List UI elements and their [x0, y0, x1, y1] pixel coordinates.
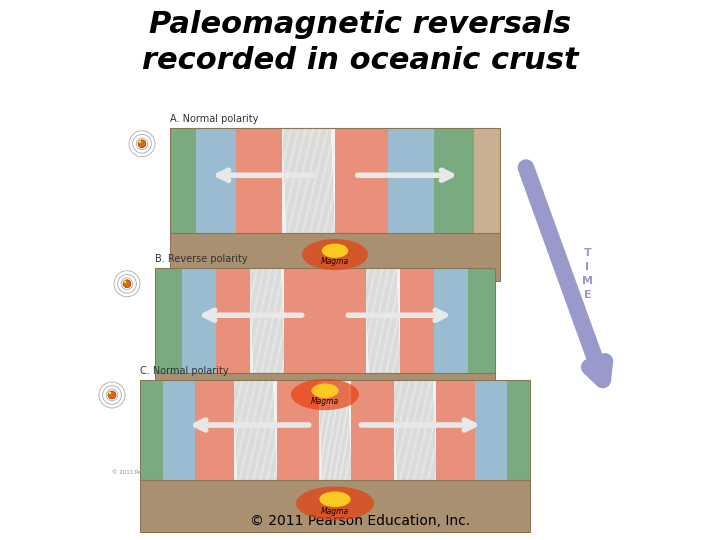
Ellipse shape — [320, 491, 351, 507]
Polygon shape — [140, 380, 530, 480]
Polygon shape — [282, 128, 335, 233]
Polygon shape — [233, 380, 276, 480]
Text: C. Normal polarity: C. Normal polarity — [140, 366, 229, 376]
Circle shape — [121, 278, 132, 289]
Ellipse shape — [296, 487, 374, 521]
Polygon shape — [474, 128, 500, 233]
Polygon shape — [182, 268, 216, 373]
Circle shape — [136, 138, 148, 150]
Circle shape — [109, 392, 112, 394]
Polygon shape — [170, 128, 500, 233]
Text: I: I — [585, 261, 590, 272]
Polygon shape — [251, 268, 284, 373]
Polygon shape — [140, 380, 163, 480]
Polygon shape — [155, 268, 495, 373]
Polygon shape — [163, 380, 194, 480]
Ellipse shape — [302, 239, 368, 270]
Polygon shape — [436, 380, 475, 480]
Polygon shape — [216, 268, 251, 373]
Circle shape — [117, 274, 136, 293]
Text: © 2011 Pearson Education  Inc.: © 2011 Pearson Education Inc. — [112, 470, 199, 475]
Ellipse shape — [322, 244, 348, 258]
Text: E: E — [584, 289, 591, 300]
Text: M: M — [582, 275, 593, 286]
Polygon shape — [468, 268, 495, 373]
Text: Magma: Magma — [321, 507, 349, 516]
Polygon shape — [475, 380, 507, 480]
Text: T: T — [584, 247, 591, 258]
Polygon shape — [394, 380, 436, 480]
Text: Paleomagnetic reversals
recorded in oceanic crust: Paleomagnetic reversals recorded in ocea… — [142, 10, 578, 75]
Circle shape — [99, 382, 125, 408]
Circle shape — [138, 140, 146, 147]
Polygon shape — [170, 233, 500, 281]
Ellipse shape — [291, 379, 359, 410]
Text: © 2011 Pearson Education, Inc.: © 2011 Pearson Education, Inc. — [250, 514, 470, 528]
Circle shape — [139, 140, 141, 143]
Text: A. Normal polarity: A. Normal polarity — [170, 114, 258, 124]
Text: Magma: Magma — [321, 257, 349, 266]
Circle shape — [103, 386, 122, 404]
Polygon shape — [284, 268, 366, 373]
Polygon shape — [400, 268, 433, 373]
Circle shape — [107, 389, 118, 401]
Polygon shape — [155, 373, 495, 421]
Polygon shape — [194, 380, 233, 480]
Ellipse shape — [311, 383, 338, 398]
Polygon shape — [320, 380, 351, 480]
Circle shape — [108, 391, 116, 399]
Polygon shape — [433, 268, 468, 373]
Polygon shape — [140, 480, 530, 532]
Circle shape — [123, 280, 131, 288]
Polygon shape — [434, 128, 474, 233]
Circle shape — [129, 131, 155, 157]
Polygon shape — [366, 268, 400, 373]
Polygon shape — [276, 380, 320, 480]
Text: Magma: Magma — [311, 397, 339, 406]
Circle shape — [132, 134, 151, 153]
Polygon shape — [351, 380, 394, 480]
Polygon shape — [335, 128, 388, 233]
Polygon shape — [170, 128, 197, 233]
Circle shape — [124, 280, 126, 283]
Text: B. Reverse polarity: B. Reverse polarity — [155, 254, 248, 264]
Polygon shape — [388, 128, 434, 233]
Polygon shape — [155, 268, 182, 373]
Circle shape — [114, 271, 140, 297]
Polygon shape — [236, 128, 282, 233]
Polygon shape — [507, 380, 530, 480]
Polygon shape — [197, 128, 236, 233]
